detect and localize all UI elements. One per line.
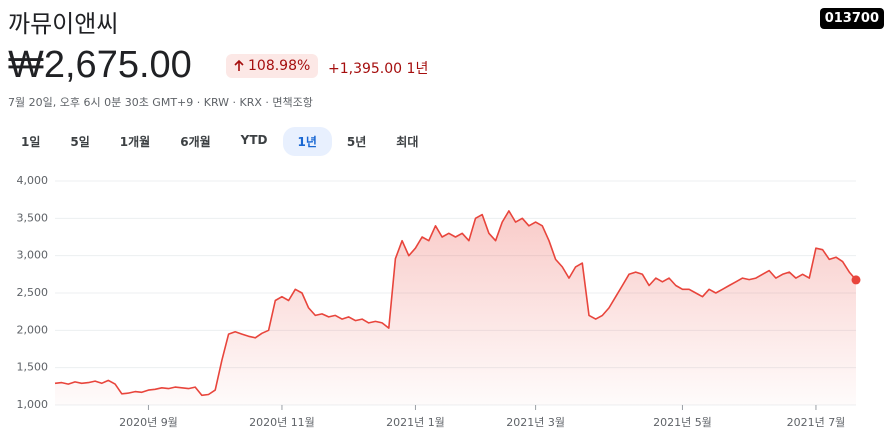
y-tick-label: 1,500 (17, 361, 49, 374)
last-point (851, 275, 861, 285)
subline: 7월 20일, 오후 6시 0분 30초 GMT+9 · KRW · KRX ·… (8, 96, 313, 109)
x-tick-label: 2021년 1월 (386, 416, 445, 429)
up-arrow (234, 59, 244, 71)
range-tab[interactable]: 1개월 (119, 135, 151, 149)
y-tick-label: 3,000 (17, 249, 49, 262)
change: +1,395.00 1년 (328, 58, 428, 78)
x-tick-label: 2020년 9월 (119, 416, 178, 429)
area (55, 210, 856, 405)
y-tick-label: 4,000 (17, 174, 49, 187)
x-tick-label: 2021년 3월 (506, 416, 565, 429)
change-pct: 108.98% (248, 58, 311, 74)
price-line (54, 210, 857, 397)
y-tick-label: 3,500 (17, 211, 49, 224)
period: 1년 (406, 61, 429, 77)
range-tab[interactable]: 1일 (21, 135, 41, 149)
range-tab[interactable]: 6개월 (180, 135, 211, 149)
x-tick-label: 2021년 5월 (653, 416, 712, 429)
range-tab[interactable]: 5일 (70, 135, 90, 149)
price: ₩2,675.00 (8, 44, 192, 86)
change-value: +1,395.00 (328, 61, 403, 77)
stock-title: 까뮤이앤씨 (8, 10, 119, 38)
range-tab[interactable]: 최대 (396, 135, 419, 149)
range-tabs: 1일 5일 1개월 6개월 YTD 1년 5년 최대 (6, 127, 433, 156)
x-tick-label: 2020년 11월 (249, 416, 315, 429)
y-tick-label: 2,000 (17, 323, 49, 336)
y-tick-label: 1,000 (17, 398, 49, 411)
range-tab[interactable]: 1년 (282, 127, 332, 156)
ticker-badge: 013700 (819, 8, 884, 29)
x-tick-label: 2021년 7월 (787, 416, 846, 429)
y-tick-label: 2,500 (17, 286, 49, 299)
change-badge: 108.98% (226, 54, 319, 78)
range-tab[interactable]: 5년 (346, 135, 367, 149)
range-tab[interactable]: YTD (240, 133, 268, 147)
